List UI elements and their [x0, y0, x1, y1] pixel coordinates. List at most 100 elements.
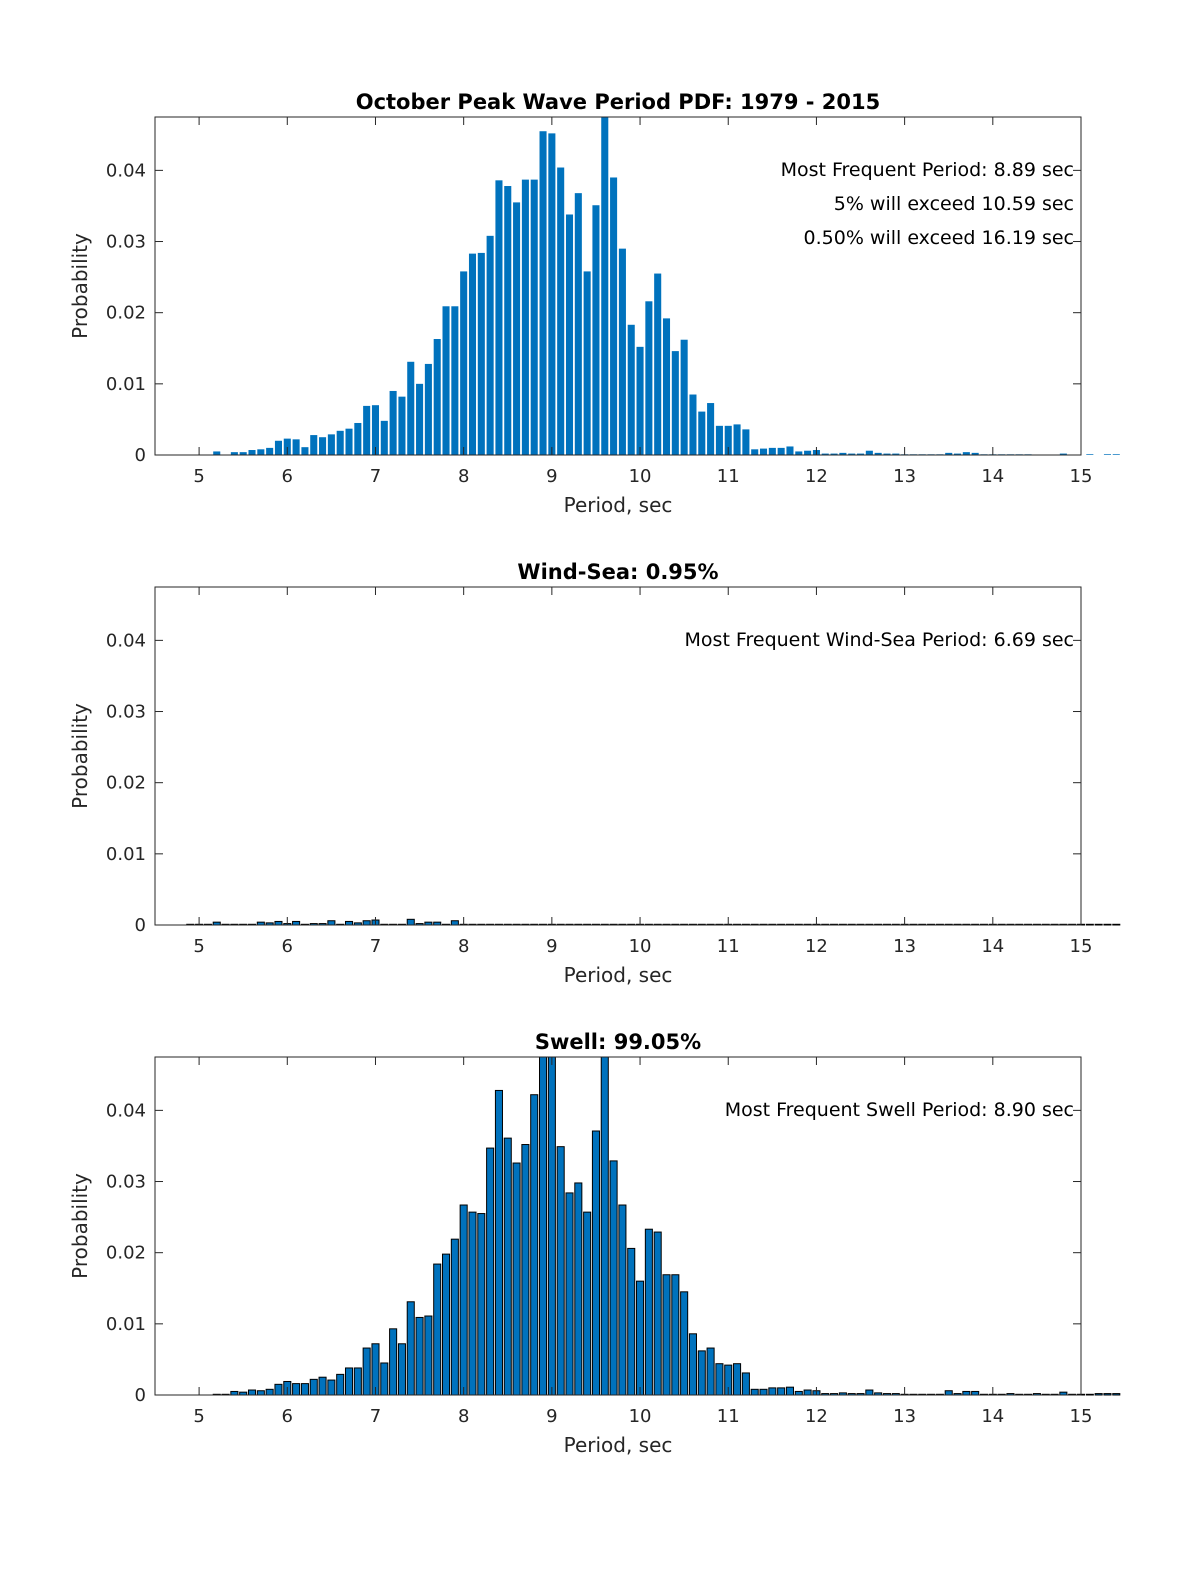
bar	[556, 1146, 565, 1396]
x-tick-label: 13	[893, 1406, 916, 1427]
x-tick-label: 11	[717, 936, 740, 957]
bar	[539, 1056, 548, 1396]
x-tick-label: 5	[193, 936, 204, 957]
bar	[680, 1291, 689, 1396]
bar	[460, 271, 468, 455]
bar	[962, 452, 970, 455]
bar	[327, 1379, 336, 1396]
y-tick-label: 0.04	[106, 630, 146, 651]
bar	[345, 428, 353, 455]
x-tick-label: 14	[981, 936, 1004, 957]
x-tick-label: 10	[629, 936, 652, 957]
bar	[583, 1211, 592, 1396]
bar	[654, 273, 662, 455]
annotation-most-frequent-swell-period: Most Frequent Swell Period: 8.90 sec	[725, 1099, 1074, 1121]
axes-frame	[154, 1056, 1082, 1396]
x-tick-label: 8	[458, 936, 469, 957]
bar	[274, 1383, 283, 1396]
bar	[283, 438, 291, 455]
bar-series	[213, 117, 1120, 456]
x-axis-label: Period, sec	[564, 493, 673, 517]
bar	[380, 420, 388, 455]
bar	[310, 435, 318, 455]
bar-series	[212, 1056, 1121, 1396]
bar	[636, 346, 644, 455]
bar	[442, 306, 450, 455]
bar	[450, 1238, 459, 1396]
bar	[671, 1274, 680, 1396]
bar	[1059, 453, 1067, 455]
x-tick-label: 10	[629, 1406, 652, 1427]
bar	[830, 453, 838, 455]
bar	[292, 1383, 301, 1396]
bar	[344, 920, 354, 926]
bar	[742, 429, 750, 455]
bar	[962, 1390, 971, 1396]
bar	[1085, 923, 1094, 926]
bar	[574, 1182, 583, 1396]
x-tick-label: 14	[981, 1406, 1004, 1427]
bar	[662, 318, 671, 455]
x-tick-label: 9	[546, 936, 557, 957]
y-axis-label: Probability	[68, 1173, 92, 1279]
bar	[839, 452, 847, 455]
bar	[406, 918, 415, 926]
bar	[521, 179, 529, 455]
bar	[344, 1367, 354, 1396]
bar	[362, 920, 371, 926]
bar	[1094, 1393, 1103, 1396]
annotation-5pct-exceed: 5% will exceed 10.59 sec	[834, 193, 1074, 215]
bar	[309, 1378, 318, 1396]
bar	[892, 453, 900, 455]
bar	[574, 193, 582, 455]
bar	[530, 179, 538, 455]
bar	[1112, 923, 1121, 926]
y-tick-labels: 0 0.01 0.02 0.03 0.04	[106, 630, 146, 936]
bar	[494, 1089, 503, 1396]
bar	[248, 450, 256, 455]
panel-swell: Swell: 99.05% 5 6 7 8 9 10 11 12 13 14 15 0 0.01 0.0…	[68, 1030, 1121, 1457]
bar	[354, 422, 362, 455]
bar	[785, 1386, 795, 1396]
bar	[944, 1390, 953, 1396]
bar	[398, 396, 406, 455]
x-tick-label: 8	[458, 1406, 469, 1427]
bar	[565, 1192, 574, 1396]
bar	[292, 920, 301, 926]
axes-frame	[154, 116, 1082, 456]
x-tick-label: 7	[370, 466, 381, 487]
bar	[733, 1363, 742, 1396]
x-tick-label: 12	[805, 1406, 828, 1427]
bar	[265, 1388, 274, 1396]
bar	[706, 1347, 715, 1396]
y-tick-label: 0.02	[106, 773, 146, 794]
x-tick-label: 9	[546, 466, 557, 487]
bar	[256, 1390, 265, 1396]
bar	[213, 451, 221, 455]
x-tick-label: 7	[370, 936, 381, 957]
bar	[336, 1373, 345, 1396]
y-tick-label: 0.01	[106, 1314, 146, 1335]
x-tick-label: 10	[629, 466, 652, 487]
x-tick-labels: 5 6 7 8 9 10 11 12 13 14 15	[193, 936, 1092, 957]
bar	[424, 1315, 433, 1396]
x-tick-label: 6	[282, 1406, 293, 1427]
bar	[821, 453, 829, 455]
bar	[363, 405, 371, 455]
y-tick-label: 0.01	[106, 374, 146, 395]
bar	[292, 439, 300, 455]
x-axis-label: Period, sec	[564, 1433, 673, 1457]
y-tick-label: 0.02	[106, 1243, 146, 1264]
y-tick-label: 0.03	[106, 1172, 146, 1193]
bar	[1086, 454, 1094, 455]
x-tick-label: 14	[981, 466, 1004, 487]
bar	[601, 117, 609, 455]
bar	[1103, 923, 1112, 926]
bar	[795, 451, 803, 455]
bar	[336, 430, 344, 455]
bar	[1112, 454, 1120, 455]
bar	[565, 214, 574, 455]
tick-marks	[155, 117, 1082, 456]
y-axis-label: Probability	[68, 233, 92, 339]
panel-total: October Peak Wave Period PDF: 1979 - 201…	[68, 90, 1120, 517]
